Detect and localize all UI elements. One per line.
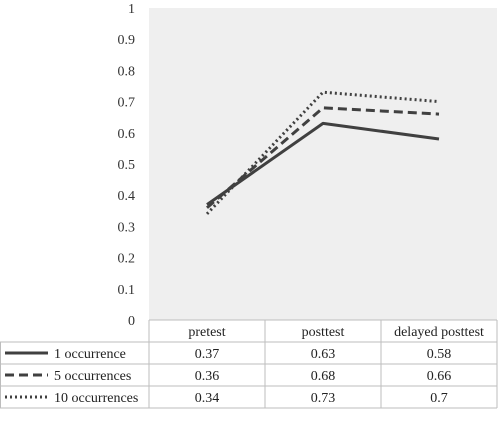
y-tick-label: 0.5 <box>118 158 136 173</box>
y-tick-label: 0.9 <box>118 33 136 48</box>
y-tick-label: 0.8 <box>118 64 136 79</box>
data-table: pretest posttest delayed posttest 1 occurre… <box>0 319 498 409</box>
data-label: 0.68 <box>311 369 336 384</box>
data-label: 0.34 <box>195 391 220 406</box>
y-tick-label: 0.4 <box>118 189 136 204</box>
x-category-label: posttest <box>302 325 345 340</box>
y-tick-label: 0.3 <box>118 220 136 235</box>
series-lines <box>205 90 440 215</box>
plot-area <box>149 8 497 320</box>
legend-label: 1 occurrence <box>54 347 126 362</box>
series-line-0 <box>206 121 440 206</box>
legend-label: 5 occurrences <box>54 369 131 384</box>
y-axis-ticks: 0 0.1 0.2 0.3 0.4 0.5 0.6 0.7 0.8 0.9 1 <box>118 2 136 329</box>
data-label: 0.58 <box>427 347 452 362</box>
y-tick-label: 0.6 <box>118 127 136 142</box>
data-label: 0.63 <box>311 347 336 362</box>
legend-label: 10 occurrences <box>54 391 138 406</box>
y-tick-label: 0.1 <box>118 283 136 298</box>
data-label: 0.7 <box>430 391 448 406</box>
data-label: 0.37 <box>195 347 220 362</box>
y-tick-label: 1 <box>128 2 135 17</box>
y-tick-label: 0 <box>128 314 135 329</box>
data-label: 0.73 <box>311 391 336 406</box>
series-line-2 <box>205 90 440 215</box>
data-label: 0.36 <box>195 369 220 384</box>
y-tick-label: 0.7 <box>118 96 136 111</box>
y-tick-label: 0.2 <box>118 252 136 267</box>
x-category-label: pretest <box>188 325 225 340</box>
series-line-1 <box>206 106 440 209</box>
data-label: 0.66 <box>427 369 452 384</box>
x-category-label: delayed posttest <box>394 325 484 340</box>
